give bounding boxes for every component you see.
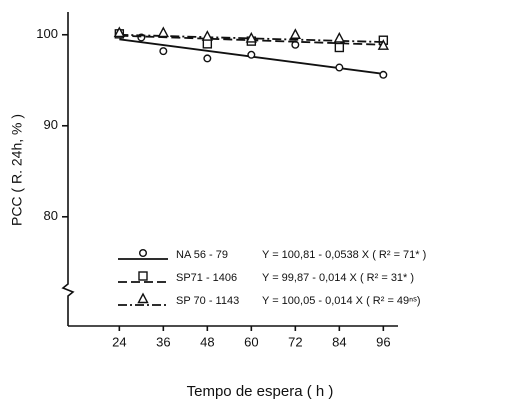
legend-equation: Y = 100,05 - 0,014 X ( R² = 49ⁿˢ) xyxy=(262,295,421,307)
data-point xyxy=(159,47,168,56)
y-tick-label: 100 xyxy=(36,26,58,41)
x-axis-label: Tempo de espera ( h ) xyxy=(187,383,334,400)
x-tick-label: 96 xyxy=(376,334,390,349)
legend-marker xyxy=(138,271,148,281)
data-point xyxy=(335,63,344,72)
data-point xyxy=(157,26,169,38)
data-point xyxy=(334,42,345,53)
data-point xyxy=(247,50,256,59)
data-point xyxy=(202,39,213,49)
y-tick-label: 80 xyxy=(44,208,58,223)
data-point xyxy=(245,31,257,43)
data-point xyxy=(113,26,125,38)
x-tick-label: 84 xyxy=(332,334,346,349)
legend-equation: Y = 99,87 - 0,014 X ( R² = 31* ) xyxy=(262,272,414,284)
legend-name: SP 70 - 1143 xyxy=(176,295,239,307)
data-point xyxy=(201,30,213,41)
legend-equation: Y = 100,81 - 0,0538 X ( R² = 71* ) xyxy=(262,249,426,261)
data-point xyxy=(379,70,388,79)
x-tick-label: 24 xyxy=(112,334,126,349)
data-point xyxy=(333,31,345,43)
data-point xyxy=(203,54,212,63)
y-axis-label: PCC ( R. 24h, % ) xyxy=(9,114,25,226)
data-point xyxy=(377,39,389,50)
data-point xyxy=(289,28,301,39)
legend-marker xyxy=(137,292,149,304)
y-axis xyxy=(61,12,75,326)
x-tick-label: 60 xyxy=(244,334,258,349)
y-tick-label: 90 xyxy=(44,117,58,132)
x-tick-label: 36 xyxy=(156,334,170,349)
legend-name: SP71 - 1406 xyxy=(176,272,237,284)
x-tick-label: 48 xyxy=(200,334,214,349)
legend-name: NA 56 - 79 xyxy=(176,249,228,261)
legend-marker xyxy=(138,248,147,257)
x-tick-label: 72 xyxy=(288,334,302,349)
